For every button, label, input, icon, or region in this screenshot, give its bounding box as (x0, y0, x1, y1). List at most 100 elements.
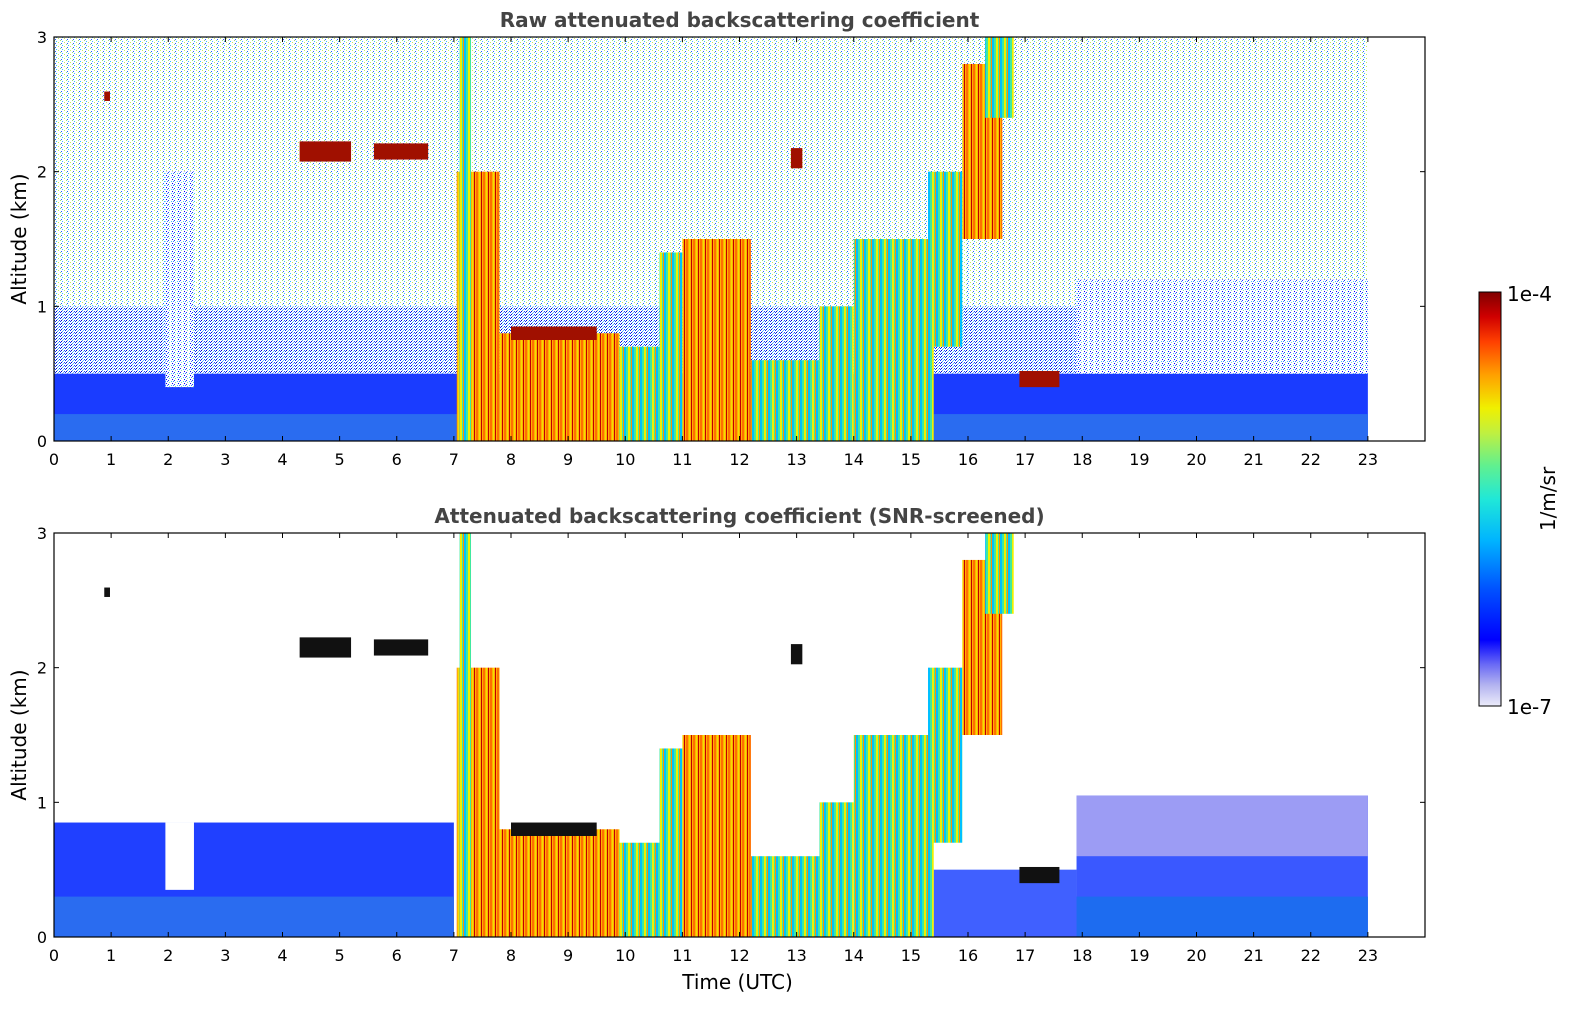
x-tick-label: 11 (672, 946, 692, 965)
x-tick-label: 20 (1186, 450, 1206, 469)
x-tick-label: 13 (786, 946, 806, 965)
x-tick-label: 2 (163, 450, 173, 469)
y-tick-label: 2 (37, 163, 47, 182)
cloud-column (750, 360, 820, 441)
x-tick-label: 2 (163, 946, 173, 965)
cloud-column (985, 37, 1014, 118)
x-tick-label: 20 (1186, 946, 1206, 965)
x-tick-label: 6 (392, 450, 402, 469)
cloud-layer (1019, 370, 1060, 388)
screened-backscatter-panel: Attenuated backscattering coefficient (S… (7, 504, 1426, 994)
cloud-layer (790, 644, 803, 665)
x-tick-label: 12 (729, 946, 749, 965)
x-axis-label: Time (UTC) (681, 970, 793, 994)
raw-backscatter-panel: Raw attenuated backscattering coefficien… (7, 8, 1426, 469)
cloud-column (659, 252, 683, 441)
cloud-column (853, 239, 934, 441)
cloud-layer (104, 587, 110, 597)
panel-title: Raw attenuated backscattering coefficien… (500, 8, 980, 32)
boundary-layer (1076, 795, 1368, 857)
x-tick-label: 17 (1015, 450, 1035, 469)
colorbar-gradient (1478, 291, 1502, 707)
y-tick-label: 2 (37, 659, 47, 678)
x-tick-label: 1 (106, 946, 116, 965)
x-tick-label: 23 (1358, 946, 1378, 965)
heatmap-area (54, 37, 1368, 441)
x-tick-label: 14 (844, 450, 864, 469)
x-tick-label: 23 (1358, 450, 1378, 469)
x-tick-label: 4 (277, 450, 287, 469)
cloud-column (459, 533, 472, 937)
cloud-column (499, 829, 620, 937)
x-tick-label: 9 (563, 450, 573, 469)
cloud-column (853, 735, 934, 937)
x-tick-label: 3 (220, 450, 230, 469)
y-tick-label: 3 (37, 28, 47, 47)
boundary-layer (54, 896, 454, 937)
x-tick-label: 11 (672, 450, 692, 469)
x-tick-label: 12 (729, 450, 749, 469)
cloud-column (819, 802, 854, 937)
y-tick-label: 0 (37, 928, 47, 947)
colorbar-unit-label: 1/m/sr (1536, 466, 1560, 531)
colorbar-min-label: 1e-7 (1507, 695, 1552, 719)
y-axis-label: Altitude (km) (7, 173, 31, 304)
x-tick-label: 5 (335, 450, 345, 469)
x-tick-label: 15 (901, 450, 921, 469)
x-tick-label: 0 (49, 946, 59, 965)
cloud-column (682, 735, 751, 937)
cloud-layer (511, 326, 597, 340)
x-tick-label: 16 (958, 450, 978, 469)
x-tick-label: 0 (49, 450, 59, 469)
cloud-layer (104, 91, 110, 101)
cloud-layer (373, 639, 429, 656)
y-tick-label: 0 (37, 432, 47, 451)
x-tick-label: 4 (277, 946, 287, 965)
x-tick-label: 22 (1301, 450, 1321, 469)
clear-column (165, 822, 194, 890)
cloud-column (985, 533, 1014, 614)
x-tick-label: 22 (1301, 946, 1321, 965)
y-tick-label: 1 (37, 297, 47, 316)
x-tick-label: 13 (786, 450, 806, 469)
y-tick-label: 3 (37, 524, 47, 543)
boundary-layer (1076, 896, 1368, 937)
cloud-column (750, 856, 820, 937)
x-tick-label: 16 (958, 946, 978, 965)
clear-column (165, 171, 194, 388)
x-tick-label: 3 (220, 946, 230, 965)
x-tick-label: 19 (1129, 450, 1149, 469)
x-tick-label: 9 (563, 946, 573, 965)
x-tick-label: 18 (1072, 946, 1092, 965)
x-tick-label: 19 (1129, 946, 1149, 965)
x-tick-label: 8 (506, 450, 516, 469)
y-tick-label: 1 (37, 793, 47, 812)
x-tick-label: 7 (449, 450, 459, 469)
x-tick-label: 10 (615, 946, 635, 965)
x-tick-label: 21 (1243, 946, 1263, 965)
cloud-column (499, 333, 620, 441)
cloud-column (619, 842, 660, 937)
x-tick-label: 17 (1015, 946, 1035, 965)
x-tick-label: 15 (901, 946, 921, 965)
cloud-layer (511, 822, 597, 836)
cloud-layer (299, 141, 352, 162)
cloud-layer (373, 143, 429, 160)
cloud-column (459, 37, 472, 441)
x-tick-label: 21 (1243, 450, 1263, 469)
x-tick-label: 10 (615, 450, 635, 469)
cloud-column (928, 667, 963, 843)
x-tick-label: 8 (506, 946, 516, 965)
x-tick-label: 7 (449, 946, 459, 965)
cloud-layer (1019, 866, 1060, 884)
x-tick-label: 18 (1072, 450, 1092, 469)
x-tick-label: 1 (106, 450, 116, 469)
y-axis-label: Altitude (km) (7, 669, 31, 800)
panel-title: Attenuated backscattering coefficient (S… (434, 504, 1044, 528)
cloud-layer (790, 148, 803, 169)
x-tick-label: 5 (335, 946, 345, 965)
heatmap-area (54, 533, 1368, 937)
cloud-layer (299, 637, 352, 658)
cloud-column (682, 239, 751, 441)
